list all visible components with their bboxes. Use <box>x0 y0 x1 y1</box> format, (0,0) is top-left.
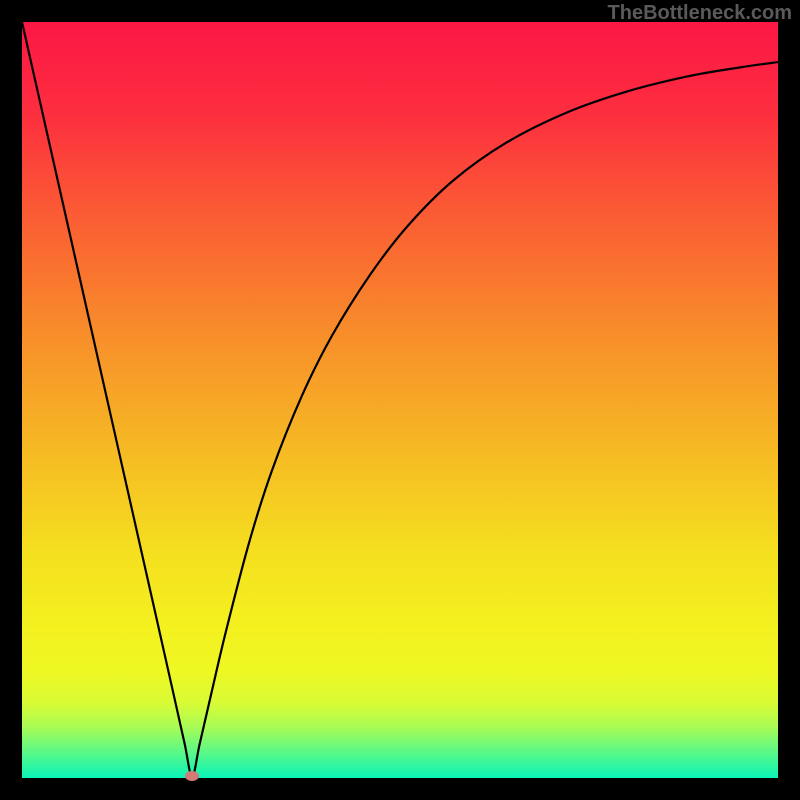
bottleneck-curve <box>22 22 778 778</box>
minimum-marker <box>185 771 199 781</box>
watermark-text: TheBottleneck.com <box>608 2 792 25</box>
chart-container: TheBottleneck.com <box>0 0 800 800</box>
plot-area <box>22 22 778 778</box>
